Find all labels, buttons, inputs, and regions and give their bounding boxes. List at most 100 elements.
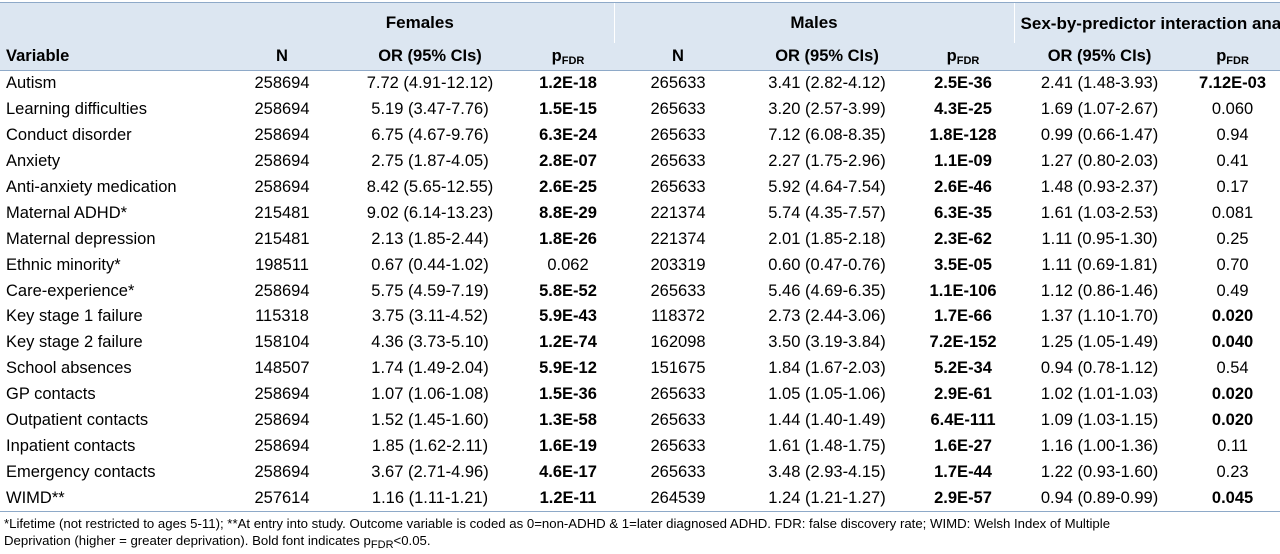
cell-male-or: 3.48 (2.93-4.15) (768, 462, 886, 481)
results-table: Females Males Sex-by-predictor interacti… (0, 2, 1280, 513)
cell-female-pfdr: 1.8E-26 (539, 229, 597, 248)
cell-female-n: 258694 (254, 178, 310, 196)
table-row: Anxiety 258694 2.75 (1.87-4.05) 2.8E-07 2656… (0, 149, 1280, 175)
cell-male-pfdr: 3.5E-05 (934, 255, 992, 274)
cell-male-pfdr: 2.3E-62 (934, 229, 992, 248)
cell-female-or: 1.85 (1.62-2.11) (371, 436, 489, 455)
cell-variable: Care-experience* (6, 281, 135, 300)
cell-male-or: 2.73 (2.44-3.06) (768, 307, 886, 326)
fdr-subscript: FDR (561, 54, 585, 67)
cell-female-or: 1.74 (1.49-2.04) (371, 359, 489, 378)
group-header-interaction: Sex-by-predictor interaction analysis (1013, 2, 1280, 43)
table-row: Care-experience* 258694 5.75 (4.59-7.19) 5.… (0, 278, 1280, 304)
group-header-blank (0, 2, 226, 43)
group-header-row: Females Males Sex-by-predictor interacti… (0, 2, 1280, 43)
cell-interaction-or: 0.94 (0.89-0.99) (1014, 485, 1186, 513)
cell-interaction-or: 1.22 (0.93-1.60) (1040, 462, 1159, 481)
table-row: Learning difficulties 258694 5.19 (3.47-7.… (0, 97, 1280, 123)
cell-male-n: 265633 (650, 436, 706, 455)
cell-interaction-or: 1.25 (1.05-1.49) (1040, 333, 1159, 352)
cell-female-or: 5.75 (4.59-7.19) (371, 281, 489, 300)
cell-female-or: 1.07 (1.06-1.08) (371, 385, 489, 404)
table-footnote: *Lifetime (not restricted to ages 5-11);… (4, 515, 1276, 554)
cell-female-or: 2.75 (1.87-4.05) (371, 152, 489, 171)
cell-female-pfdr: 1.2E-74 (539, 333, 597, 352)
cell-male-or: 1.24 (1.21-1.27) (742, 485, 913, 513)
cell-male-n: 265633 (650, 385, 706, 404)
cell-female-pfdr: 5.9E-12 (539, 359, 597, 378)
cell-male-n: 203319 (650, 255, 706, 274)
cell-female-pfdr: 2.6E-25 (539, 178, 597, 196)
column-header-female-or: OR (95% CIs) (338, 43, 522, 71)
cell-female-n: 215481 (254, 229, 310, 248)
cell-female-pfdr: 1.5E-15 (539, 100, 597, 119)
cell-male-or: 7.12 (6.08-8.35) (768, 126, 886, 145)
cell-interaction-pfdr: 0.040 (1211, 333, 1254, 352)
cell-male-n: 265633 (650, 178, 706, 196)
cell-male-n: 265633 (650, 411, 706, 430)
cell-interaction-or: 1.11 (0.95-1.30) (1041, 229, 1158, 248)
cell-male-pfdr: 6.4E-111 (930, 411, 996, 430)
table-row: Maternal depression 215481 2.13 (1.85-2.44… (0, 226, 1280, 252)
cell-variable: GP contacts (6, 385, 96, 404)
cell-interaction-or: 1.37 (1.10-1.70) (1040, 307, 1159, 326)
table-row: Key stage 2 failure 158104 4.36 (3.73-5.10… (0, 330, 1280, 356)
cell-male-n: 151675 (650, 359, 706, 378)
cell-variable: Conduct disorder (6, 126, 132, 145)
cell-female-or: 1.52 (1.45-1.60) (371, 411, 489, 430)
cell-female-pfdr: 1.5E-36 (539, 385, 597, 404)
column-header-interaction-or: OR (95% CIs) (1014, 43, 1186, 71)
table-row: Emergency contacts 258694 3.67 (2.71-4.96)… (0, 459, 1280, 485)
cell-female-or: 4.36 (3.73-5.10) (371, 333, 489, 352)
cell-female-n: 115318 (255, 307, 309, 326)
cell-male-pfdr: 1.6E-27 (934, 436, 992, 455)
column-header-female-n: N (226, 43, 338, 71)
cell-female-or: 2.13 (1.85-2.44) (371, 229, 489, 248)
cell-variable: Maternal ADHD* (6, 203, 128, 222)
column-header-male-n: N (614, 43, 743, 71)
cell-variable: Outpatient contacts (6, 411, 149, 430)
cell-male-or: 5.46 (4.69-6.35) (768, 281, 886, 300)
cell-male-or: 5.74 (4.35-7.57) (768, 203, 886, 222)
cell-female-pfdr: 1.2E-18 (539, 74, 597, 93)
footnote-fdr-subscript: FDR (370, 539, 394, 551)
cell-interaction-or: 0.99 (0.66-1.47) (1040, 126, 1159, 145)
cell-female-n: 258694 (254, 100, 310, 119)
cell-male-n: 221374 (650, 203, 706, 222)
cell-variable: Learning difficulties (6, 100, 147, 119)
cell-female-pfdr: 0.062 (547, 255, 589, 274)
cell-interaction-pfdr: 0.020 (1211, 411, 1254, 430)
cell-interaction-pfdr: 0.020 (1211, 307, 1254, 326)
table-row: Key stage 1 failure 115318 3.75 (3.11-4.52… (0, 304, 1280, 330)
cell-male-n: 265633 (650, 126, 706, 145)
cell-male-n: 118372 (651, 307, 705, 326)
cell-female-n: 258694 (254, 74, 310, 93)
footnote-line-1: *Lifetime (not restricted to ages 5-11);… (4, 516, 1111, 531)
footnote-line-2-end: <0.05. (393, 533, 431, 548)
cell-interaction-pfdr: 0.11 (1217, 436, 1248, 455)
cell-variable: Autism (6, 74, 57, 93)
cell-female-n: 198511 (255, 255, 309, 274)
cell-male-or: 0.60 (0.47-0.76) (768, 255, 886, 274)
cell-female-n: 258694 (254, 281, 310, 300)
cell-male-or: 1.44 (1.40-1.49) (768, 411, 886, 430)
table-row: Autism 258694 7.72 (4.91-12.12) 1.2E-18 2656… (0, 71, 1280, 97)
cell-interaction-pfdr: 0.060 (1211, 100, 1254, 119)
cell-interaction-pfdr: 0.020 (1211, 385, 1254, 404)
cell-female-or: 5.19 (3.47-7.76) (371, 100, 489, 119)
cell-male-pfdr: 1.7E-44 (934, 462, 992, 481)
cell-female-pfdr: 4.6E-17 (539, 462, 597, 481)
cell-interaction-or: 1.16 (1.00-1.36) (1040, 436, 1159, 455)
cell-female-or: 3.75 (3.11-4.52) (371, 307, 489, 326)
column-header-male-pfdr: pFDR (912, 43, 1015, 71)
table-row: Maternal ADHD* 215481 9.02 (6.14-13.23) 8.8… (0, 200, 1280, 226)
cell-variable: Key stage 2 failure (6, 333, 143, 352)
cell-interaction-or: 2.41 (1.48-3.93) (1040, 74, 1159, 93)
cell-interaction-or: 1.61 (1.03-2.53) (1040, 203, 1159, 222)
cell-male-n: 265633 (650, 100, 706, 119)
table-row: Outpatient contacts 258694 1.52 (1.45-1.60… (0, 408, 1280, 434)
cell-male-n: 265633 (650, 74, 706, 93)
table-body: Autism 258694 7.72 (4.91-12.12) 1.2E-18 2656… (0, 71, 1280, 513)
cell-female-or: 9.02 (6.14-13.23) (366, 203, 494, 222)
cell-male-n: 265633 (650, 152, 706, 171)
